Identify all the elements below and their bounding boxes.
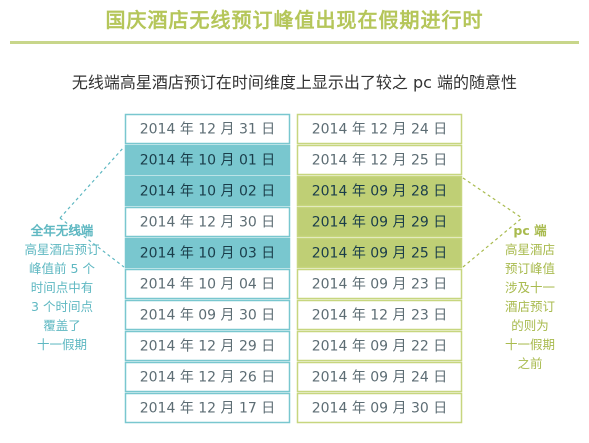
cell-mobile-0	[124, 113, 291, 145]
cell-mobile-5	[124, 268, 291, 300]
cell-mobile-8	[124, 361, 291, 393]
pc-note-line-1: 预订峰值	[505, 261, 555, 276]
cell-label-pc-0: 2014 年 12 月 24 日	[312, 122, 448, 138]
pc-note-line-6: 之前	[517, 356, 542, 371]
page-subtitle: 无线端高星酒店预订在时间维度上显示出了较之 pc 端的随意性	[71, 73, 518, 92]
cell-pc-3	[296, 206, 463, 238]
cell-label-mobile-0: 2014 年 12 月 31 日	[140, 122, 276, 138]
pc-note-line-0: 高星酒店	[505, 242, 555, 257]
cell-label-mobile-1: 2014 年 10 月 01 日	[140, 153, 276, 169]
pc-note-line-4: 的则为	[511, 318, 549, 333]
cell-label-pc-7: 2014 年 09 月 22 日	[312, 339, 448, 355]
cell-label-mobile-2: 2014 年 10 月 02 日	[140, 184, 276, 200]
mobile-note-line-2: 时间点中有	[31, 280, 94, 295]
cell-label-pc-2: 2014 年 09 月 28 日	[312, 184, 448, 200]
table-cells: 2014 年 12 月 31 日 2014 年 10 月 01 日 2014 年 1…	[124, 113, 463, 424]
pc-note-line-2: 涉及十一	[505, 280, 555, 295]
cell-label-pc-6: 2014 年 12 月 23 日	[312, 308, 448, 324]
cell-pc-4	[296, 237, 463, 269]
cell-mobile-4	[124, 237, 291, 269]
cell-label-mobile-6: 2014 年 09 月 30 日	[140, 308, 276, 324]
pc-note-title: pc 端	[513, 223, 547, 238]
cell-label-pc-3: 2014 年 09 月 29 日	[312, 215, 448, 231]
cell-pc-8	[296, 361, 463, 393]
cell-label-pc-8: 2014 年 09 月 24 日	[312, 370, 448, 386]
cell-label-mobile-3: 2014 年 12 月 30 日	[140, 215, 276, 231]
cell-pc-9	[296, 392, 463, 424]
cell-pc-1	[296, 144, 463, 176]
pc-connector-top	[462, 177, 523, 219]
cell-mobile-6	[124, 299, 291, 331]
cell-pc-7	[296, 330, 463, 362]
cell-label-pc-4: 2014 年 09 月 25 日	[312, 246, 448, 262]
pc-note-line-3: 酒店预订	[505, 299, 555, 314]
cell-mobile-1	[124, 144, 291, 176]
pc-connector-bottom	[462, 217, 523, 268]
cell-mobile-3	[124, 206, 291, 238]
cell-label-mobile-5: 2014 年 10 月 04 日	[140, 277, 276, 293]
mobile-note-line-0: 高星酒店预订	[24, 242, 99, 257]
cell-mobile-7	[124, 330, 291, 362]
page-title: 国庆酒店无线预订峰值出现在假期进行时	[105, 8, 484, 32]
cell-pc-5	[296, 268, 463, 300]
pc-note-line-5: 十一假期	[505, 337, 555, 352]
mobile-note-line-1: 峰值前 5 个	[29, 261, 95, 276]
cell-label-mobile-9: 2014 年 12 月 17 日	[140, 401, 276, 417]
title-divider	[10, 41, 579, 44]
cell-label-mobile-8: 2014 年 12 月 26 日	[140, 370, 276, 386]
cell-label-pc-9: 2014 年 09 月 30 日	[312, 401, 448, 417]
mobile-note-line-3: 3 个时间点	[31, 299, 93, 314]
cell-pc-2	[296, 175, 463, 207]
cell-mobile-2	[124, 175, 291, 207]
mobile-connector-bottom	[59, 217, 125, 268]
mobile-connector-top	[59, 146, 125, 219]
cell-label-mobile-7: 2014 年 12 月 29 日	[140, 339, 276, 355]
cell-label-mobile-4: 2014 年 10 月 03 日	[140, 246, 276, 262]
cell-label-pc-5: 2014 年 09 月 23 日	[312, 277, 448, 293]
callout-connectors	[59, 146, 523, 268]
mobile-note-line-5: 十一假期	[37, 337, 87, 352]
cell-pc-0	[296, 113, 463, 145]
mobile-note-title: 全年无线端	[30, 223, 94, 238]
cell-label-pc-1: 2014 年 12 月 25 日	[312, 153, 448, 169]
cell-mobile-9	[124, 392, 291, 424]
cell-pc-6	[296, 299, 463, 331]
mobile-note-line-4: 覆盖了	[43, 318, 81, 333]
